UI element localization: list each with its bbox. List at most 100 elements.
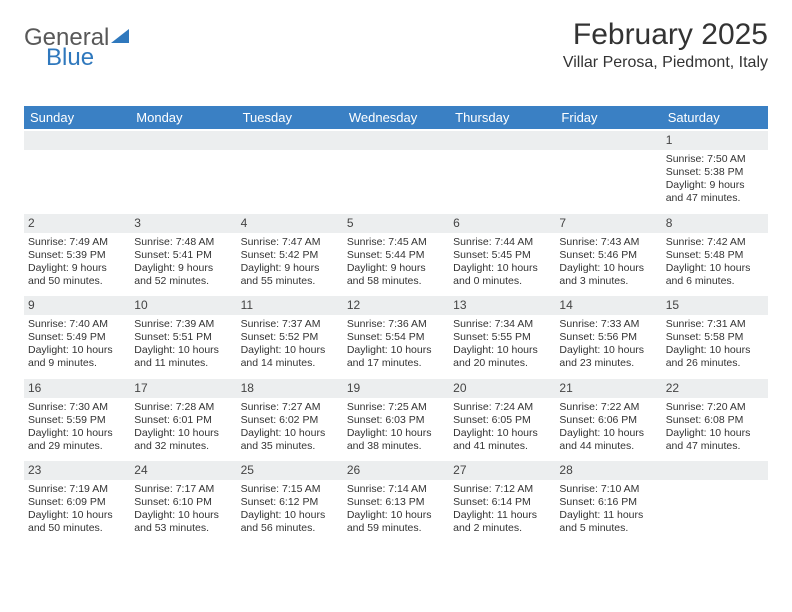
sunrise-text: Sunrise: 7:47 AM [241,236,339,249]
daylight-text: Daylight: 10 hours [453,262,551,275]
daylight-text: and 56 minutes. [241,522,339,535]
sunrise-text: Sunrise: 7:39 AM [134,318,232,331]
day-number: 27 [449,461,555,480]
daylight-text: Daylight: 10 hours [559,427,657,440]
daylight-text: and 26 minutes. [666,357,764,370]
weekday-header: Thursday [449,106,555,129]
calendar-day-cell: 10Sunrise: 7:39 AMSunset: 5:51 PMDayligh… [130,294,236,377]
calendar-empty-cell [24,129,130,212]
title-block: February 2025 Villar Perosa, Piedmont, I… [563,18,768,72]
sunrise-text: Sunrise: 7:40 AM [28,318,126,331]
daylight-text: and 5 minutes. [559,522,657,535]
calendar-day-cell: 20Sunrise: 7:24 AMSunset: 6:05 PMDayligh… [449,377,555,460]
daylight-text: and 59 minutes. [347,522,445,535]
day-number: 4 [237,214,343,233]
weekday-header: Wednesday [343,106,449,129]
daylight-text: Daylight: 9 hours [134,262,232,275]
daylight-text: Daylight: 10 hours [347,509,445,522]
calendar-day-cell: 24Sunrise: 7:17 AMSunset: 6:10 PMDayligh… [130,459,236,542]
sunset-text: Sunset: 6:10 PM [134,496,232,509]
day-number: 21 [555,379,661,398]
daylight-text: Daylight: 10 hours [559,262,657,275]
sunset-text: Sunset: 6:09 PM [28,496,126,509]
sunrise-text: Sunrise: 7:19 AM [28,483,126,496]
calendar-day-cell: 25Sunrise: 7:15 AMSunset: 6:12 PMDayligh… [237,459,343,542]
page-header: General February 2025 Villar Perosa, Pie… [24,18,768,72]
calendar-day-cell: 19Sunrise: 7:25 AMSunset: 6:03 PMDayligh… [343,377,449,460]
brand-part2: Blue [46,44,94,71]
sunset-text: Sunset: 6:02 PM [241,414,339,427]
sunrise-text: Sunrise: 7:17 AM [134,483,232,496]
sunset-text: Sunset: 5:45 PM [453,249,551,262]
sunrise-text: Sunrise: 7:28 AM [134,401,232,414]
calendar-day-cell: 9 Sunrise: 7:40 AMSunset: 5:49 PMDaylight… [24,294,130,377]
daylight-text: Daylight: 10 hours [28,344,126,357]
sunrise-text: Sunrise: 7:30 AM [28,401,126,414]
daylight-text: Daylight: 10 hours [134,509,232,522]
calendar-day-cell: 11Sunrise: 7:37 AMSunset: 5:52 PMDayligh… [237,294,343,377]
daylight-text: and 3 minutes. [559,275,657,288]
day-number: 1 [662,131,768,150]
sunset-text: Sunset: 6:14 PM [453,496,551,509]
day-number: 22 [662,379,768,398]
daylight-text: and 47 minutes. [666,440,764,453]
weekday-header-row: Sunday Monday Tuesday Wednesday Thursday… [24,106,768,129]
calendar-day-cell: 5Sunrise: 7:45 AMSunset: 5:44 PMDaylight… [343,212,449,295]
daylight-text: and 35 minutes. [241,440,339,453]
calendar-day-cell: 7Sunrise: 7:43 AMSunset: 5:46 PMDaylight… [555,212,661,295]
daylight-text: Daylight: 10 hours [28,509,126,522]
calendar-week-row: 23Sunrise: 7:19 AMSunset: 6:09 PMDayligh… [24,459,768,542]
daylight-text: and 55 minutes. [241,275,339,288]
calendar-week-row: 16Sunrise: 7:30 AMSunset: 5:59 PMDayligh… [24,377,768,460]
sunrise-text: Sunrise: 7:31 AM [666,318,764,331]
sunset-text: Sunset: 5:49 PM [28,331,126,344]
sunrise-text: Sunrise: 7:22 AM [559,401,657,414]
sunset-text: Sunset: 5:55 PM [453,331,551,344]
daylight-text: Daylight: 10 hours [134,427,232,440]
daylight-text: Daylight: 9 hours [666,179,764,192]
daylight-text: and 50 minutes. [28,275,126,288]
day-number: 11 [237,296,343,315]
sunset-text: Sunset: 6:12 PM [241,496,339,509]
daylight-text: Daylight: 10 hours [28,427,126,440]
daylight-text: Daylight: 10 hours [666,344,764,357]
day-number: 26 [343,461,449,480]
daylight-text: and 41 minutes. [453,440,551,453]
day-number: 13 [449,296,555,315]
sunset-text: Sunset: 5:59 PM [28,414,126,427]
calendar-day-cell: 14Sunrise: 7:33 AMSunset: 5:56 PMDayligh… [555,294,661,377]
calendar-empty-cell [343,129,449,212]
calendar-empty-cell [662,459,768,542]
day-number: 9 [24,296,130,315]
daylight-text: and 58 minutes. [347,275,445,288]
calendar-empty-cell [555,129,661,212]
daylight-text: and 14 minutes. [241,357,339,370]
daylight-text: and 29 minutes. [28,440,126,453]
sunset-text: Sunset: 5:48 PM [666,249,764,262]
day-number: 2 [24,214,130,233]
daylight-text: and 17 minutes. [347,357,445,370]
sunrise-text: Sunrise: 7:24 AM [453,401,551,414]
calendar-day-cell: 22Sunrise: 7:20 AMSunset: 6:08 PMDayligh… [662,377,768,460]
empty-daynum-row [555,131,661,150]
weeks-container: 1Sunrise: 7:50 AMSunset: 5:38 PMDaylight… [24,129,768,542]
day-number: 25 [237,461,343,480]
empty-daynum-row [449,131,555,150]
day-number: 19 [343,379,449,398]
weekday-header: Tuesday [237,106,343,129]
daylight-text: and 38 minutes. [347,440,445,453]
sunset-text: Sunset: 5:41 PM [134,249,232,262]
calendar-day-cell: 6Sunrise: 7:44 AMSunset: 5:45 PMDaylight… [449,212,555,295]
daylight-text: and 2 minutes. [453,522,551,535]
empty-daynum-row [343,131,449,150]
weekday-header: Monday [130,106,236,129]
daylight-text: Daylight: 10 hours [241,344,339,357]
calendar-day-cell: 28Sunrise: 7:10 AMSunset: 6:16 PMDayligh… [555,459,661,542]
day-number: 8 [662,214,768,233]
sunset-text: Sunset: 5:42 PM [241,249,339,262]
calendar-day-cell: 13Sunrise: 7:34 AMSunset: 5:55 PMDayligh… [449,294,555,377]
calendar-day-cell: 23Sunrise: 7:19 AMSunset: 6:09 PMDayligh… [24,459,130,542]
calendar-day-cell: 15Sunrise: 7:31 AMSunset: 5:58 PMDayligh… [662,294,768,377]
calendar-day-cell: 26Sunrise: 7:14 AMSunset: 6:13 PMDayligh… [343,459,449,542]
daylight-text: and 0 minutes. [453,275,551,288]
